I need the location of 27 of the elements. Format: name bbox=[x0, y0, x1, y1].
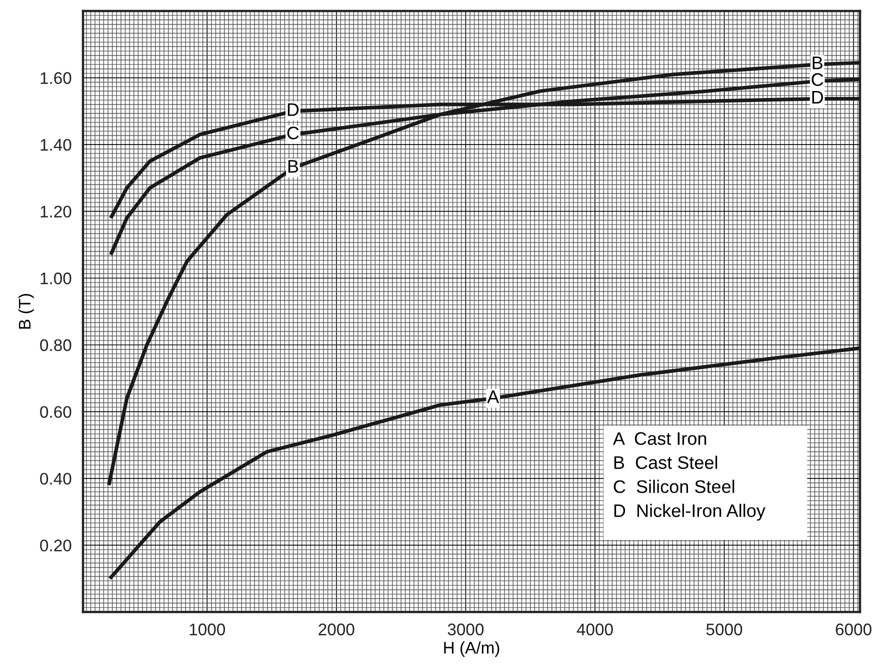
y-tick-label: 1.20 bbox=[40, 206, 72, 218]
annotation: A Cast Iron bbox=[612, 432, 706, 445]
x-tick-label: 1000 bbox=[190, 624, 225, 636]
annotation: C Silicon Steel bbox=[614, 480, 734, 494]
y-axis-title: B (T) bbox=[18, 294, 34, 329]
annotation: B bbox=[288, 160, 298, 173]
x-tick-label: 5000 bbox=[706, 624, 742, 636]
y-tick-label: 0.40 bbox=[40, 472, 72, 485]
x-tick-label: 4000 bbox=[576, 624, 613, 636]
y-tick-label: 0.60 bbox=[40, 406, 72, 418]
y-tick-label: 1.00 bbox=[40, 272, 72, 284]
x-tick-label: 3000 bbox=[448, 624, 484, 636]
y-tick-label: 1.40 bbox=[40, 138, 72, 151]
y-tick-label: 0.80 bbox=[40, 339, 72, 352]
annotation: B bbox=[812, 56, 822, 70]
x-tick-label: 6000 bbox=[836, 624, 872, 636]
x-tick-label: 2000 bbox=[318, 624, 354, 636]
y-tick-label: 0.20 bbox=[40, 540, 72, 552]
annotation: D Nickel-Iron Alloy bbox=[614, 504, 766, 521]
annotation: A bbox=[487, 390, 500, 403]
x-axis-title: H (A/m) bbox=[444, 641, 500, 657]
annotation: C bbox=[812, 73, 824, 86]
annotation: B Cast Steel bbox=[614, 456, 718, 469]
annotation: D bbox=[288, 103, 299, 116]
annotation: C bbox=[287, 126, 299, 140]
annotation: D bbox=[812, 91, 823, 104]
y-tick-label: 1.60 bbox=[40, 72, 72, 84]
